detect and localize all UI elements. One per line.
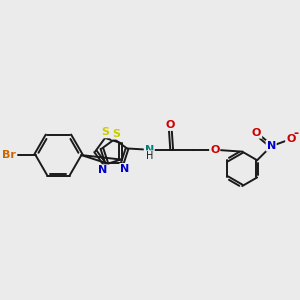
Text: S: S — [101, 127, 109, 137]
Text: S: S — [112, 129, 120, 139]
Text: O: O — [252, 128, 261, 138]
Text: N: N — [145, 145, 154, 155]
Text: O: O — [210, 145, 219, 155]
Text: N: N — [120, 164, 130, 174]
Text: Br: Br — [2, 150, 16, 160]
Text: N: N — [98, 165, 107, 175]
Text: O: O — [166, 120, 175, 130]
Text: H: H — [146, 151, 153, 161]
Text: N: N — [266, 141, 276, 151]
Text: -: - — [293, 128, 298, 140]
Text: O: O — [286, 134, 296, 144]
